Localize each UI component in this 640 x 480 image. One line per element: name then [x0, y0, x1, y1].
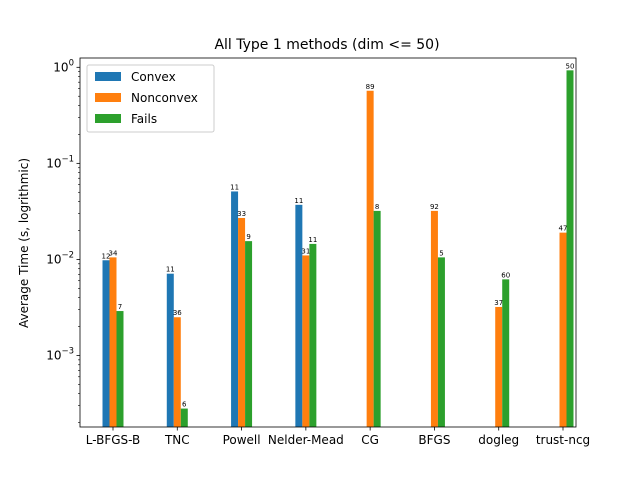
y-tick-label: 10−3 — [46, 346, 74, 362]
bar-nonconvex-cg — [366, 90, 374, 427]
bar-fails-cg — [373, 210, 381, 427]
legend-swatch-fails — [95, 114, 121, 123]
plot-area: 10−310−210−11001211111134363331899237477… — [46, 57, 590, 447]
bar-nonconvex-powell — [238, 217, 246, 427]
x-tick-label: trust-ncg — [536, 433, 590, 447]
bar-value-label: 11 — [230, 183, 239, 191]
bar-convex-tnc — [166, 273, 174, 427]
bar-value-label: 11 — [294, 197, 303, 205]
bar-convex-l-bfgs-b — [102, 260, 110, 427]
bar-nonconvex-trust-ncg — [559, 232, 567, 427]
bar-value-label: 12 — [102, 252, 111, 260]
bar-value-label: 31 — [301, 247, 310, 255]
x-tick-label: BFGS — [418, 433, 450, 447]
bar-nonconvex-l-bfgs-b — [109, 257, 117, 427]
bar-value-label: 60 — [501, 271, 510, 279]
bar-convex-nelder-mead — [295, 204, 303, 427]
y-tick-label: 10−1 — [46, 154, 74, 170]
x-tick-label: CG — [361, 433, 379, 447]
bar-value-label: 11 — [308, 236, 317, 244]
bar-value-label: 34 — [109, 249, 118, 257]
bar-value-label: 6 — [182, 401, 187, 409]
bar-value-label: 9 — [246, 233, 250, 241]
legend-label-fails: Fails — [131, 112, 157, 126]
bar-fails-tnc — [180, 408, 188, 427]
bar-fails-dogleg — [502, 279, 510, 427]
bar-value-label: 50 — [566, 62, 575, 70]
legend-label-convex: Convex — [131, 70, 176, 84]
bar-nonconvex-tnc — [173, 317, 181, 427]
chart-title: All Type 1 methods (dim <= 50) — [214, 37, 439, 53]
bar-nonconvex-dogleg — [495, 306, 503, 427]
bar-value-label: 37 — [494, 299, 503, 307]
x-tick-label: L-BFGS-B — [86, 433, 141, 447]
bar-value-label: 36 — [173, 309, 182, 317]
bar-fails-powell — [245, 241, 253, 427]
bar-value-label: 89 — [366, 83, 375, 91]
bar-value-label: 92 — [430, 203, 439, 211]
bar-nonconvex-bfgs — [430, 210, 438, 427]
bar-value-label: 11 — [166, 266, 175, 274]
axes-frame — [79, 57, 577, 428]
y-axis-label: Average Time (s, logrithmic) — [17, 158, 31, 328]
x-tick-label: dogleg — [478, 433, 519, 447]
bar-value-label: 7 — [118, 303, 122, 311]
legend-label-nonconvex: Nonconvex — [131, 91, 198, 105]
bar-value-label: 8 — [375, 203, 379, 211]
y-tick-label: 100 — [53, 58, 74, 74]
legend-swatch-nonconvex — [95, 93, 121, 102]
bar-fails-bfgs — [437, 257, 445, 427]
legend: Convex Nonconvex Fails — [86, 64, 215, 133]
bar-fails-trust-ncg — [566, 70, 574, 427]
bar-nonconvex-nelder-mead — [302, 255, 310, 427]
x-tick-label: Nelder-Mead — [268, 433, 344, 447]
bar-value-label: 33 — [237, 210, 246, 218]
bar-fails-l-bfgs-b — [116, 311, 124, 427]
legend-swatch-convex — [95, 72, 121, 81]
x-tick-label: Powell — [223, 433, 261, 447]
y-tick-label: 10−2 — [46, 250, 74, 266]
bar-value-label: 5 — [439, 249, 443, 257]
bar-fails-nelder-mead — [309, 243, 317, 427]
x-tick-label: TNC — [164, 433, 190, 447]
bar-convex-powell — [231, 191, 239, 427]
bar-value-label: 47 — [559, 225, 568, 233]
